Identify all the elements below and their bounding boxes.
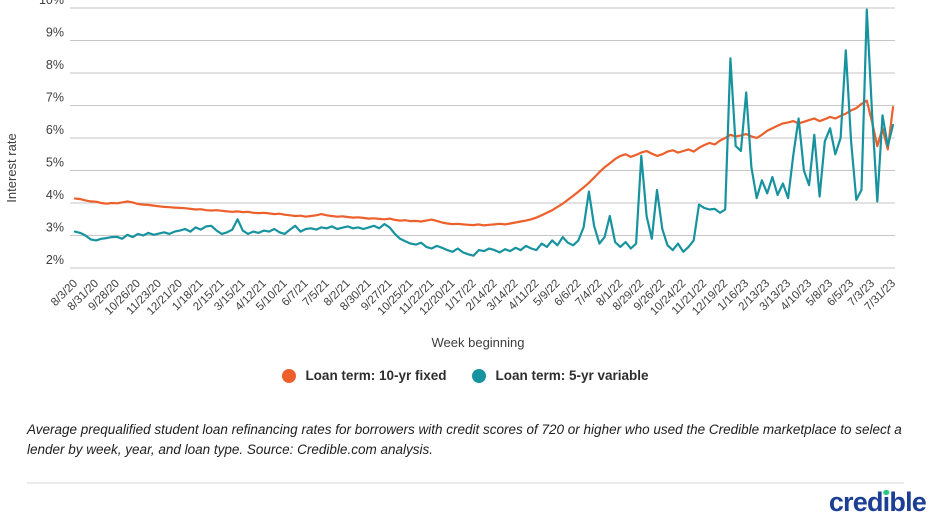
y-tick-label: 7% xyxy=(46,91,64,105)
x-axis-title: Week beginning xyxy=(432,335,525,350)
y-tick-label: 8% xyxy=(46,58,64,72)
legend: Loan term: 10-yr fixed Loan term: 5-yr v… xyxy=(0,368,931,383)
y-tick-label: 5% xyxy=(46,156,64,170)
y-tick-label: 10% xyxy=(39,0,64,7)
y-tick-label: 4% xyxy=(46,188,64,202)
legend-label-5yr-variable: Loan term: 5-yr variable xyxy=(495,368,649,383)
legend-item-10yr-fixed: Loan term: 10-yr fixed xyxy=(282,368,446,383)
logo-letter-i: ı xyxy=(882,487,890,517)
x-axis: 8/3/208/31/209/28/2010/26/2011/23/2012/2… xyxy=(49,278,898,318)
footer-divider xyxy=(27,482,904,484)
chart-caption: Average prequalified student loan refina… xyxy=(27,422,902,457)
y-tick-label: 3% xyxy=(46,221,64,235)
series-line-5yr-variable xyxy=(73,8,895,257)
logo-green-dot-icon xyxy=(883,489,889,495)
logo-text-left: cred xyxy=(828,487,884,517)
rate-chart: Interest rate Week beginning 2% 3% 4% 5% 6% 7… xyxy=(4,0,898,350)
y-axis-title: Interest rate xyxy=(4,133,19,202)
legend-dot-orange-icon xyxy=(282,368,297,383)
legend-item-5yr-variable: Loan term: 5-yr variable xyxy=(472,368,649,383)
y-tick-label: 6% xyxy=(46,123,64,137)
credible-logo: credı ble xyxy=(828,487,927,517)
legend-label-10yr-fixed: Loan term: 10-yr fixed xyxy=(305,368,447,383)
series-line-10yr-fixed xyxy=(73,99,895,227)
y-axis: 2% 3% 4% 5% 6% 7% 8% 9% 10% xyxy=(39,0,895,269)
logo-text-right: ble xyxy=(889,487,926,517)
y-tick-label: 2% xyxy=(46,253,64,267)
legend-dot-teal-icon xyxy=(472,368,487,383)
y-tick-label: 9% xyxy=(46,26,64,40)
